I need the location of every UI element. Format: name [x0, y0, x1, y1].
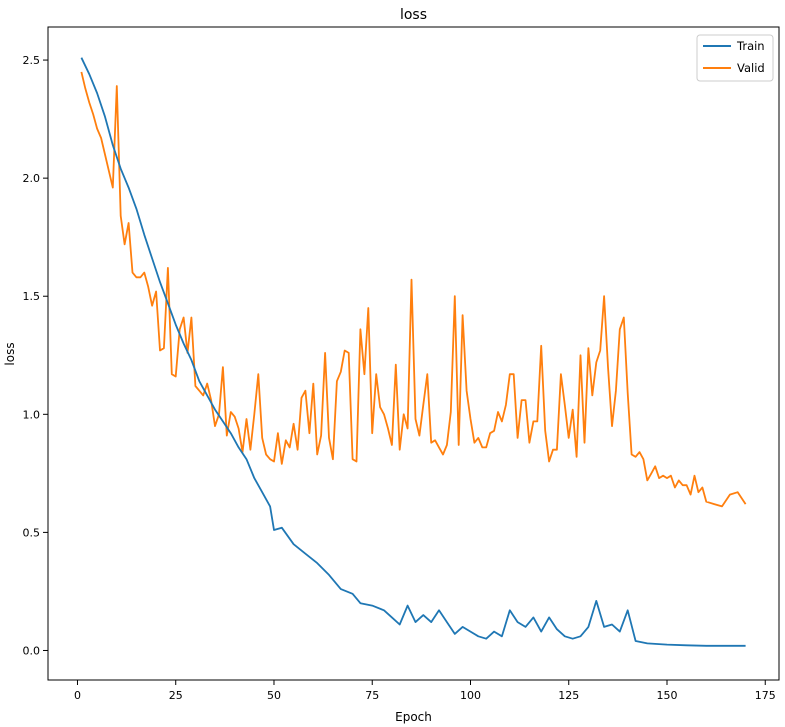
legend-label-train: Train — [736, 39, 765, 53]
series-lines — [80, 57, 747, 647]
y-tick-label: 0.5 — [23, 526, 41, 539]
x-axis-ticks: 0 25 50 75 100 125 150 175 — [74, 680, 776, 702]
y-tick-label: 1.5 — [23, 290, 41, 303]
x-tick-label: 25 — [169, 689, 183, 702]
x-tick-label: 0 — [74, 689, 81, 702]
x-tick-label: 175 — [755, 689, 776, 702]
x-tick-label: 150 — [656, 689, 677, 702]
series-line-valid — [80, 71, 747, 508]
x-tick-label: 125 — [558, 689, 579, 702]
x-tick-label: 100 — [460, 689, 481, 702]
y-axis-ticks: 0.0 0.5 1.0 1.5 2.0 2.5 — [23, 54, 48, 657]
legend: Train Valid — [696, 34, 774, 82]
y-tick-label: 2.0 — [23, 172, 41, 185]
x-tick-label: 50 — [267, 689, 281, 702]
chart-title: loss — [400, 7, 427, 23]
y-axis-label: loss — [3, 342, 17, 365]
y-tick-label: 1.0 — [23, 408, 41, 421]
y-tick-label: 2.5 — [23, 54, 41, 67]
x-axis-label: Epoch — [395, 710, 432, 724]
x-tick-label: 75 — [365, 689, 379, 702]
series-line-train — [80, 57, 746, 647]
y-tick-label: 0.0 — [23, 644, 41, 657]
legend-label-valid: Valid — [737, 61, 765, 75]
